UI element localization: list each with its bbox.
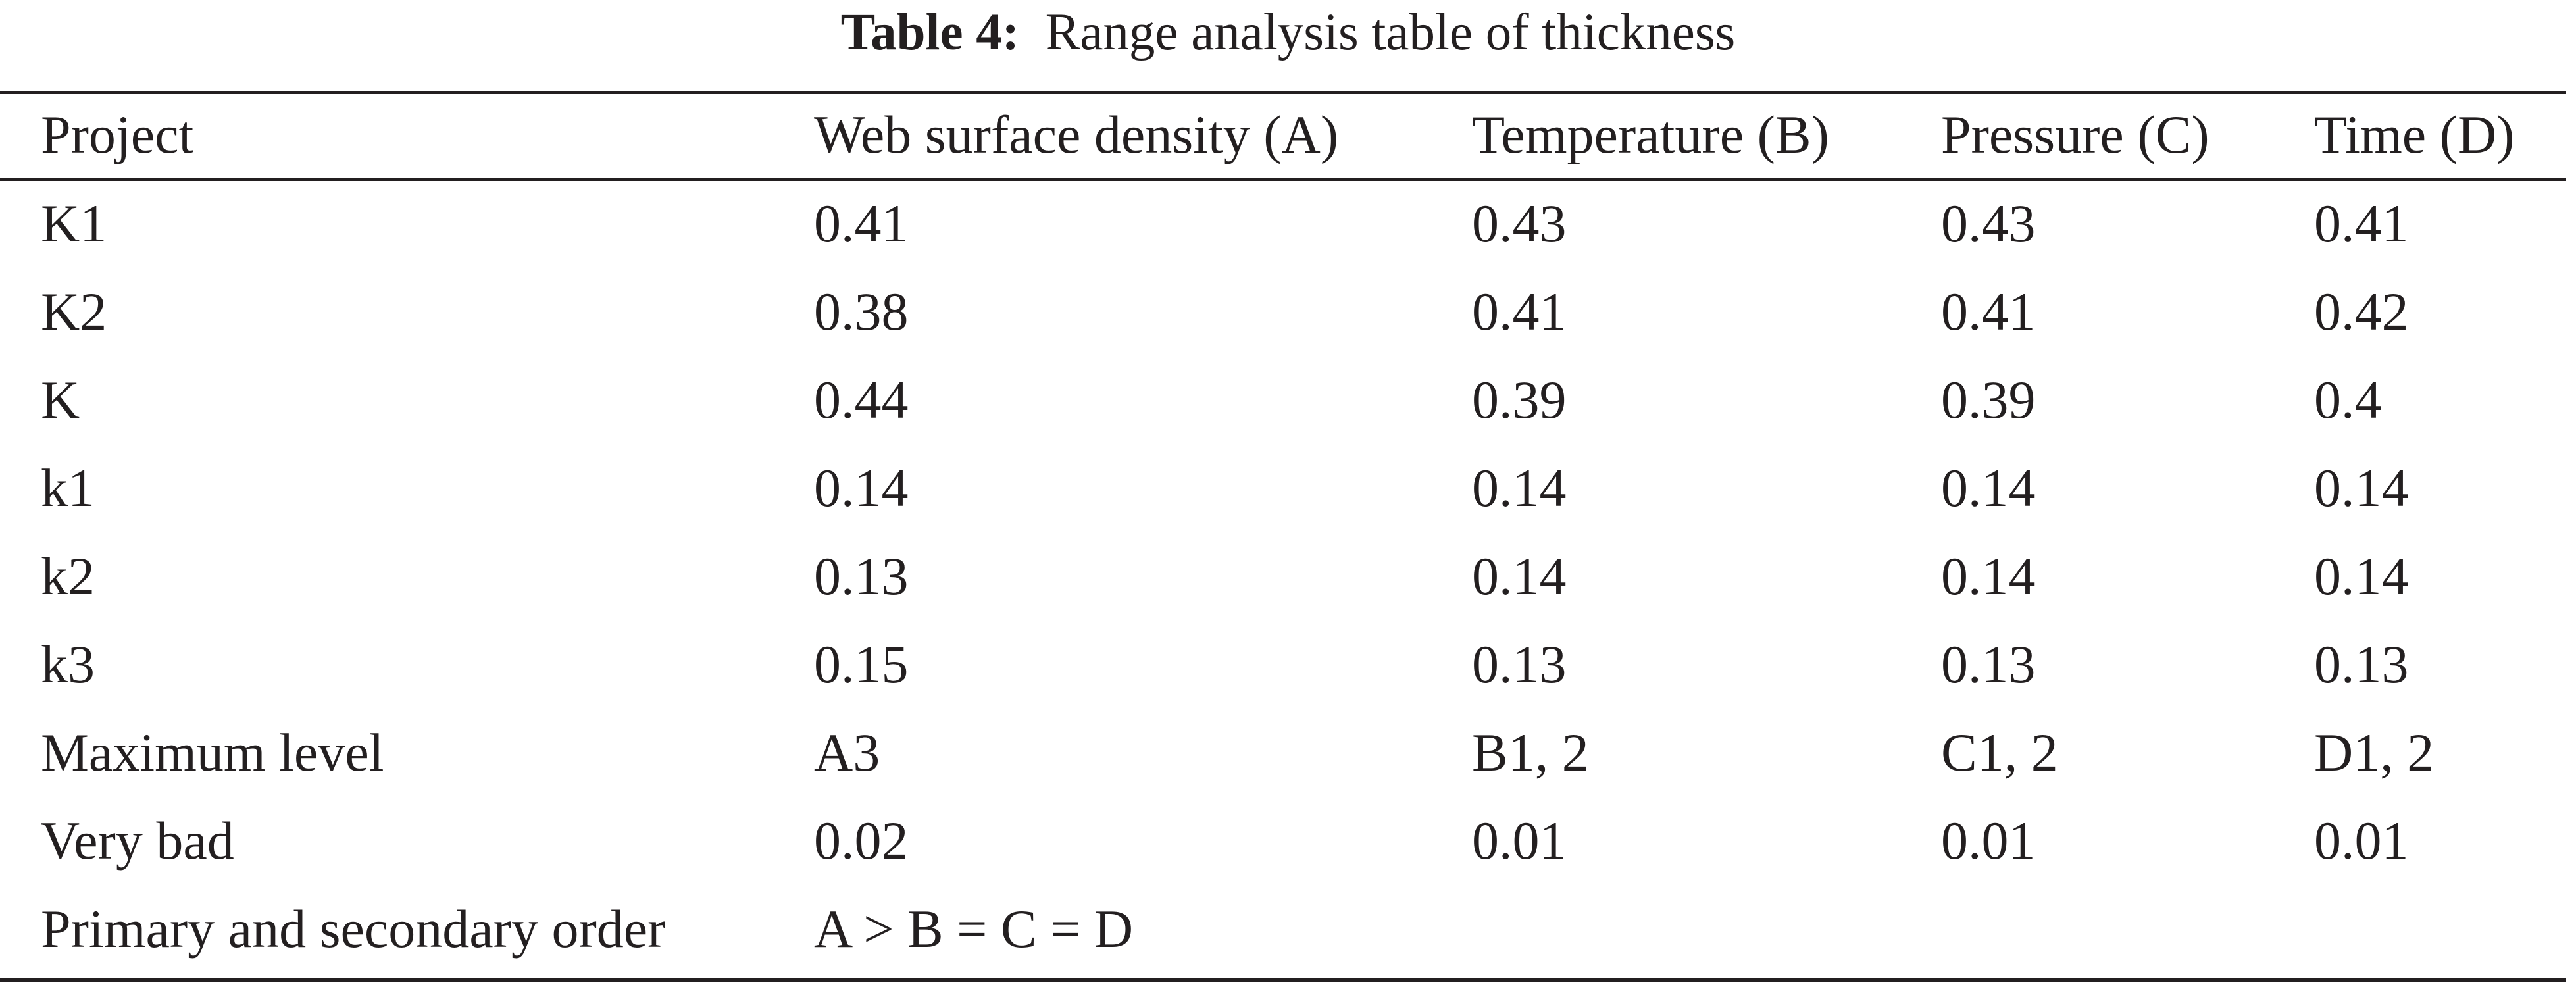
cell-b: 0.14 xyxy=(1472,546,1567,606)
cell-d: 0.42 xyxy=(2314,282,2409,342)
cell-a: 0.38 xyxy=(814,282,909,342)
cell-d: 0.01 xyxy=(2314,811,2409,871)
table-caption-text: Range analysis table of thickness xyxy=(1045,4,1736,61)
table-caption-label: Table 4: xyxy=(840,4,1020,61)
cell-d: D1, 2 xyxy=(2314,722,2435,782)
cell-a: 0.13 xyxy=(814,546,909,606)
row-label: Maximum level xyxy=(41,722,384,782)
cell-c: 0.01 xyxy=(1941,811,2036,871)
cell-c: 0.43 xyxy=(1941,193,2036,253)
row-label: K xyxy=(41,370,80,430)
cell-c: 0.41 xyxy=(1941,282,2036,342)
table-row: Primary and secondary order A > B = C = … xyxy=(0,885,2566,973)
row-label: Primary and secondary order xyxy=(41,899,666,959)
table-row: k3 0.15 0.13 0.13 0.13 xyxy=(0,620,2566,709)
table-row: k2 0.13 0.14 0.14 0.14 xyxy=(0,532,2566,620)
caption-gap xyxy=(1019,4,1046,61)
header-project: Project xyxy=(41,105,194,164)
cell-d: 0.13 xyxy=(2314,634,2409,694)
cell-a: 0.14 xyxy=(814,458,909,518)
cell-c: 0.13 xyxy=(1941,634,2036,694)
cell-d: 0.41 xyxy=(2314,193,2409,253)
row-label: K2 xyxy=(41,282,107,342)
cell-c: C1, 2 xyxy=(1941,722,2058,782)
header-pressure: Pressure (C) xyxy=(1941,105,2210,164)
cell-a: 0.44 xyxy=(814,370,909,430)
table-row: K 0.44 0.39 0.39 0.4 xyxy=(0,356,2566,444)
cell-c: 0.14 xyxy=(1941,458,2036,518)
table-caption: Table 4: Range analysis table of thickne… xyxy=(0,0,2576,66)
header-rule xyxy=(0,178,2566,181)
cell-b: 0.41 xyxy=(1472,282,1567,342)
cell-a: A > B = C = D xyxy=(814,899,1134,959)
table-row: Maximum level A3 B1, 2 C1, 2 D1, 2 xyxy=(0,709,2566,797)
header-time: Time (D) xyxy=(2314,105,2515,164)
cell-d: 0.14 xyxy=(2314,458,2409,518)
cell-b: B1, 2 xyxy=(1472,722,1589,782)
top-rule xyxy=(0,91,2566,94)
cell-d: 0.4 xyxy=(2314,370,2382,430)
header-web-surface-density: Web surface density (A) xyxy=(814,105,1339,164)
row-label: K1 xyxy=(41,193,107,253)
table-row: K2 0.38 0.41 0.41 0.42 xyxy=(0,268,2566,356)
row-label: k2 xyxy=(41,546,95,606)
cell-b: 0.43 xyxy=(1472,193,1567,253)
cell-b: 0.14 xyxy=(1472,458,1567,518)
table-row: k1 0.14 0.14 0.14 0.14 xyxy=(0,444,2566,532)
header-temperature: Temperature (B) xyxy=(1472,105,1829,164)
cell-a: 0.15 xyxy=(814,634,909,694)
cell-b: 0.13 xyxy=(1472,634,1567,694)
header-row: Project Web surface density (A) Temperat… xyxy=(0,91,2566,179)
cell-d: 0.14 xyxy=(2314,546,2409,606)
cell-b: 0.01 xyxy=(1472,811,1567,871)
cell-c: 0.14 xyxy=(1941,546,2036,606)
row-label: Very bad xyxy=(41,811,234,871)
cell-a: A3 xyxy=(814,722,880,782)
table-row: Very bad 0.02 0.01 0.01 0.01 xyxy=(0,797,2566,885)
cell-a: 0.41 xyxy=(814,193,909,253)
cell-a: 0.02 xyxy=(814,811,909,871)
cell-b: 0.39 xyxy=(1472,370,1567,430)
cell-c: 0.39 xyxy=(1941,370,2036,430)
row-label: k1 xyxy=(41,458,95,518)
table-row: K1 0.41 0.43 0.43 0.41 xyxy=(0,180,2566,268)
row-label: k3 xyxy=(41,634,95,694)
bottom-rule xyxy=(0,978,2566,982)
